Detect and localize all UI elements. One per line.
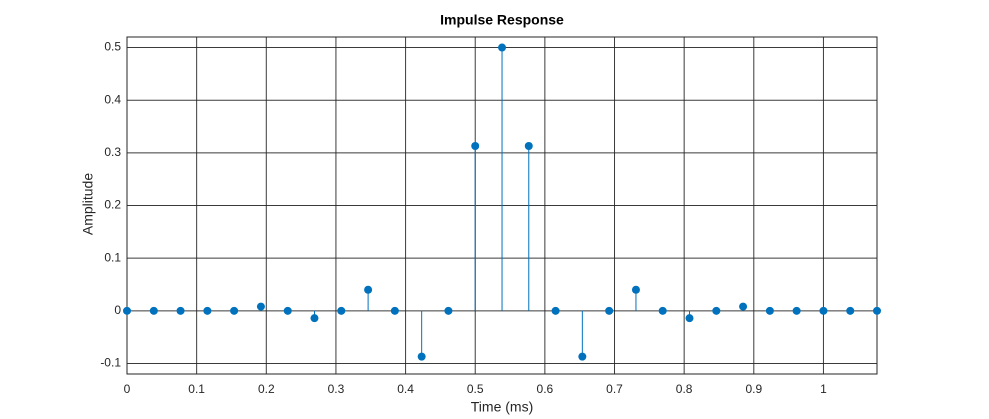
stem-marker [524,141,533,150]
stem-marker [578,352,587,361]
y-tick-label: 0.4 [104,92,121,106]
y-tick-label: 0.3 [104,145,121,159]
stem-marker [176,306,185,315]
y-tick-label: 0.1 [104,250,121,264]
y-tick-label: -0.1 [100,356,121,370]
stem-marker [631,285,640,294]
stem-marker [873,306,881,315]
x-tick-label: 0.8 [676,382,693,396]
y-tick-label: 0.5 [104,40,121,54]
stem-marker [417,352,426,361]
stem-marker [551,306,560,315]
stem-marker [685,314,694,323]
stem-marker [256,302,265,311]
stem-marker [390,306,399,315]
x-tick-label: 0.3 [328,382,345,396]
stem-marker [792,306,801,315]
x-tick-label: 0.6 [537,382,554,396]
x-tick-label: 1 [820,382,827,396]
stem-marker [203,306,212,315]
stem-marker [658,306,667,315]
axes-box [126,36,878,375]
y-tick-label: 0.2 [104,198,121,212]
chart-title: Impulse Response [440,12,564,28]
x-tick-label: 0.5 [467,382,484,396]
x-tick-label: 0.2 [258,382,275,396]
stem-marker [498,43,507,52]
stem-marker [819,306,828,315]
stem-marker [364,285,373,294]
x-axis-label: Time (ms) [471,399,533,415]
stem-marker [605,306,614,315]
stem-marker [846,306,855,315]
stem-marker [444,306,453,315]
stem-marker [765,306,774,315]
stem-marker [471,141,480,150]
stem-marker [739,302,748,311]
x-tick-label: 0.1 [188,382,205,396]
y-tick-label: 0 [114,303,121,317]
stem-marker [123,306,131,315]
stem-marker [283,306,292,315]
y-axis-label: Amplitude [80,173,96,235]
stem-marker [149,306,158,315]
x-tick-label: 0 [124,382,131,396]
x-tick-label: 0.7 [606,382,623,396]
x-tick-label: 0.9 [745,382,762,396]
stem-marker [310,314,319,323]
stem-marker [230,306,239,315]
stem-marker [712,306,721,315]
x-tick-label: 0.4 [397,382,414,396]
stem-marker [337,306,346,315]
